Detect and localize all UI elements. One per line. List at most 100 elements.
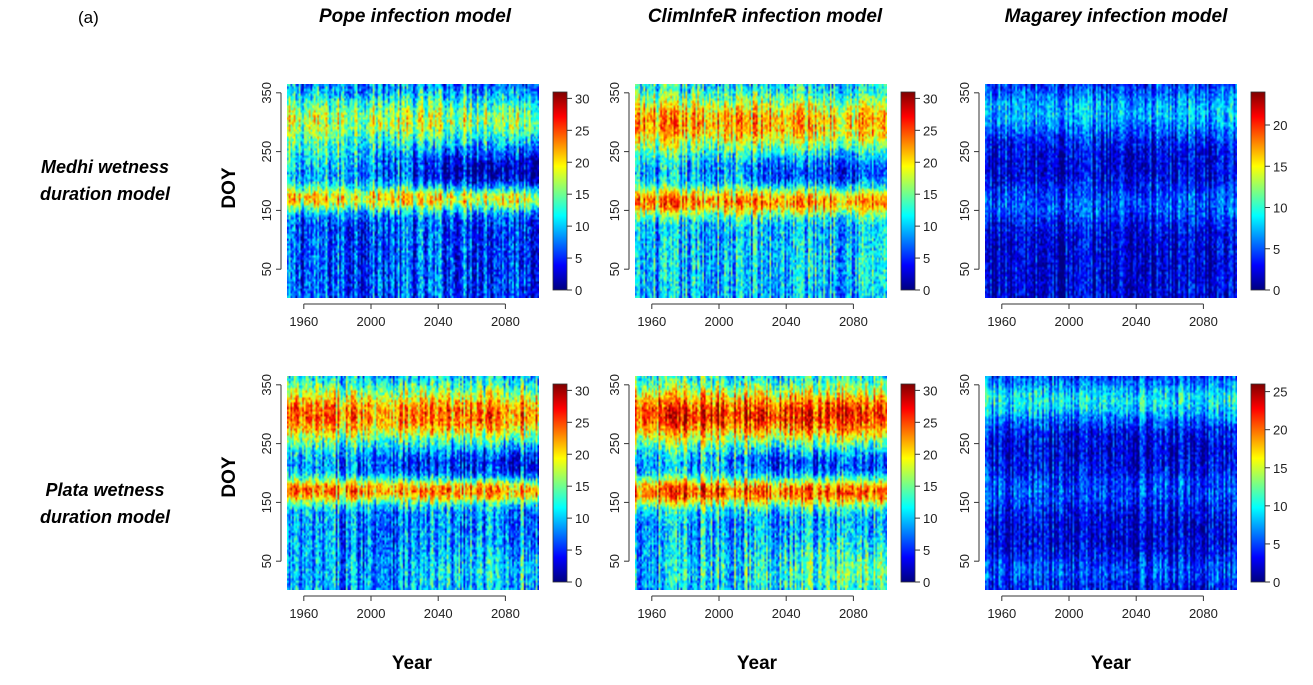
colorbar-tick-label: 10 [575, 511, 589, 526]
y-tick-label: 50 [607, 554, 622, 568]
x-tick-label: 1960 [987, 606, 1016, 621]
colorbar-tick-label: 0 [1273, 283, 1280, 298]
y-tick-label: 50 [957, 262, 972, 276]
x-tick-label: 1960 [987, 314, 1016, 329]
colorbar [900, 383, 916, 583]
row-title-medhi-line2: duration model [40, 184, 170, 204]
colorbar [900, 91, 916, 291]
y-tick-label: 250 [957, 141, 972, 163]
colorbar-tick-label: 10 [575, 219, 589, 234]
x-tick-label: 1960 [289, 314, 318, 329]
colorbar-tick-label: 30 [923, 383, 937, 398]
y-tick-label: 250 [607, 433, 622, 455]
row-title-plata-line1: Plata wetness [45, 480, 165, 500]
colorbar-tick-label: 15 [575, 187, 589, 202]
colorbar-tick-label: 5 [575, 251, 582, 266]
colorbar-tick-label: 25 [923, 123, 937, 138]
colorbar-tick-label: 25 [1273, 385, 1287, 400]
y-tick-label: 350 [957, 374, 972, 396]
colorbar-tick-label: 20 [575, 447, 589, 462]
colorbar-tick-label: 5 [575, 543, 582, 558]
colorbar-tick-label: 15 [923, 479, 937, 494]
panel-label: (a) [78, 8, 99, 27]
colorbar-tick-label: 20 [923, 155, 937, 170]
x-axis-title-col2: Year [736, 653, 778, 674]
x-tick-label: 2040 [1122, 314, 1151, 329]
x-tick-label: 2000 [705, 314, 734, 329]
x-tick-label: 2000 [705, 606, 734, 621]
colorbar-tick-label: 0 [923, 283, 930, 298]
y-tick-label: 150 [607, 492, 622, 514]
colorbar-tick-label: 5 [923, 251, 930, 266]
colorbar-tick-label: 0 [923, 575, 930, 590]
y-tick-label: 50 [259, 262, 274, 276]
colorbar-tick-label: 20 [1273, 423, 1287, 438]
y-tick-label: 350 [607, 82, 622, 104]
x-tick-label: 2000 [357, 314, 386, 329]
colorbar-tick-label: 20 [1273, 118, 1287, 133]
x-tick-label: 2000 [357, 606, 386, 621]
colorbar-tick-label: 30 [575, 91, 589, 106]
colorbar-tick-label: 30 [923, 91, 937, 106]
colorbar-tick-label: 15 [1273, 461, 1287, 476]
colorbar-tick-label: 10 [923, 511, 937, 526]
x-tick-label: 2040 [772, 314, 801, 329]
x-tick-label: 2080 [1189, 606, 1218, 621]
heatmap-3 [985, 84, 1237, 298]
x-tick-label: 1960 [637, 314, 666, 329]
heatmap-1 [287, 84, 539, 298]
x-tick-label: 2080 [839, 606, 868, 621]
colorbar-tick-label: 10 [923, 219, 937, 234]
y-tick-label: 150 [259, 200, 274, 222]
y-tick-label: 150 [957, 200, 972, 222]
y-tick-label: 50 [259, 554, 274, 568]
colorbar-tick-label: 20 [575, 155, 589, 170]
y-tick-label: 350 [259, 374, 274, 396]
x-tick-label: 2080 [491, 606, 520, 621]
y-tick-label: 150 [607, 200, 622, 222]
colorbar-tick-label: 20 [923, 447, 937, 462]
colorbar [1250, 383, 1266, 583]
colorbar-tick-label: 15 [575, 479, 589, 494]
y-tick-label: 250 [259, 141, 274, 163]
colorbar-tick-label: 15 [923, 187, 937, 202]
row-title-medhi: Medhi wetness duration model [0, 154, 210, 208]
colorbar [1250, 91, 1266, 291]
x-tick-label: 2080 [839, 314, 868, 329]
colorbar [552, 383, 568, 583]
y-tick-label: 250 [607, 141, 622, 163]
row-title-medhi-line1: Medhi wetness [40, 157, 170, 177]
x-tick-label: 2000 [1055, 606, 1084, 621]
colorbar-tick-label: 0 [575, 283, 582, 298]
colorbar-tick-label: 25 [923, 415, 937, 430]
y-tick-label: 350 [607, 374, 622, 396]
x-tick-label: 1960 [289, 606, 318, 621]
column-title-climinfer: ClimInfeR infection model [647, 6, 883, 27]
y-tick-label: 250 [957, 433, 972, 455]
colorbar-tick-label: 15 [1273, 159, 1287, 174]
y-tick-label: 250 [259, 433, 274, 455]
x-tick-label: 2040 [424, 314, 453, 329]
y-tick-label: 350 [259, 82, 274, 104]
column-title-pope: Pope infection model [318, 6, 512, 27]
colorbar-tick-label: 25 [575, 415, 589, 430]
colorbar-tick-label: 5 [1273, 242, 1280, 257]
y-tick-label: 150 [957, 492, 972, 514]
heatmap-5 [635, 376, 887, 590]
x-axis-title-col3: Year [1090, 653, 1132, 674]
y-tick-label: 50 [957, 554, 972, 568]
x-tick-label: 1960 [637, 606, 666, 621]
y-tick-label: 350 [957, 82, 972, 104]
colorbar-tick-label: 10 [1273, 201, 1287, 216]
colorbar-tick-label: 10 [1273, 499, 1287, 514]
colorbar-tick-label: 5 [923, 543, 930, 558]
colorbar-tick-label: 25 [575, 123, 589, 138]
column-title-magarey: Magarey infection model [1004, 6, 1228, 27]
y-tick-label: 150 [259, 492, 274, 514]
